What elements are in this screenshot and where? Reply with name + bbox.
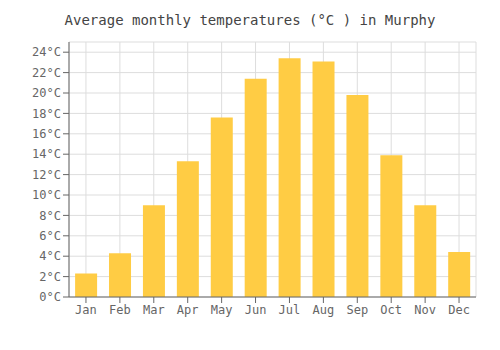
svg-text:14°C: 14°C — [32, 147, 61, 161]
svg-text:Sep: Sep — [346, 303, 368, 317]
svg-text:0°C: 0°C — [39, 290, 61, 304]
svg-text:Jan: Jan — [75, 303, 97, 317]
svg-text:Aug: Aug — [313, 303, 335, 317]
svg-text:16°C: 16°C — [32, 127, 61, 141]
svg-text:6°C: 6°C — [39, 229, 61, 243]
svg-text:Feb: Feb — [109, 303, 131, 317]
svg-text:4°C: 4°C — [39, 249, 61, 263]
svg-text:Jun: Jun — [245, 303, 267, 317]
svg-text:Apr: Apr — [177, 303, 199, 317]
svg-text:Nov: Nov — [414, 303, 436, 317]
svg-text:Jul: Jul — [279, 303, 301, 317]
svg-text:10°C: 10°C — [32, 188, 61, 202]
svg-text:May: May — [211, 303, 233, 317]
svg-text:20°C: 20°C — [32, 86, 61, 100]
svg-text:2°C: 2°C — [39, 270, 61, 284]
html-text:Average monthly temperatures (: Average monthly temperatures (°C ) in Mu… — [64, 12, 436, 28]
svg-text:22°C: 22°C — [32, 66, 61, 80]
svg-text:24°C: 24°C — [32, 45, 61, 59]
svg-text:Oct: Oct — [380, 303, 402, 317]
svg-text:18°C: 18°C — [32, 107, 61, 121]
svg-text:12°C: 12°C — [32, 168, 61, 182]
svg-text:8°C: 8°C — [39, 209, 61, 223]
svg-text:Mar: Mar — [143, 303, 165, 317]
svg-text:Dec: Dec — [448, 303, 470, 317]
